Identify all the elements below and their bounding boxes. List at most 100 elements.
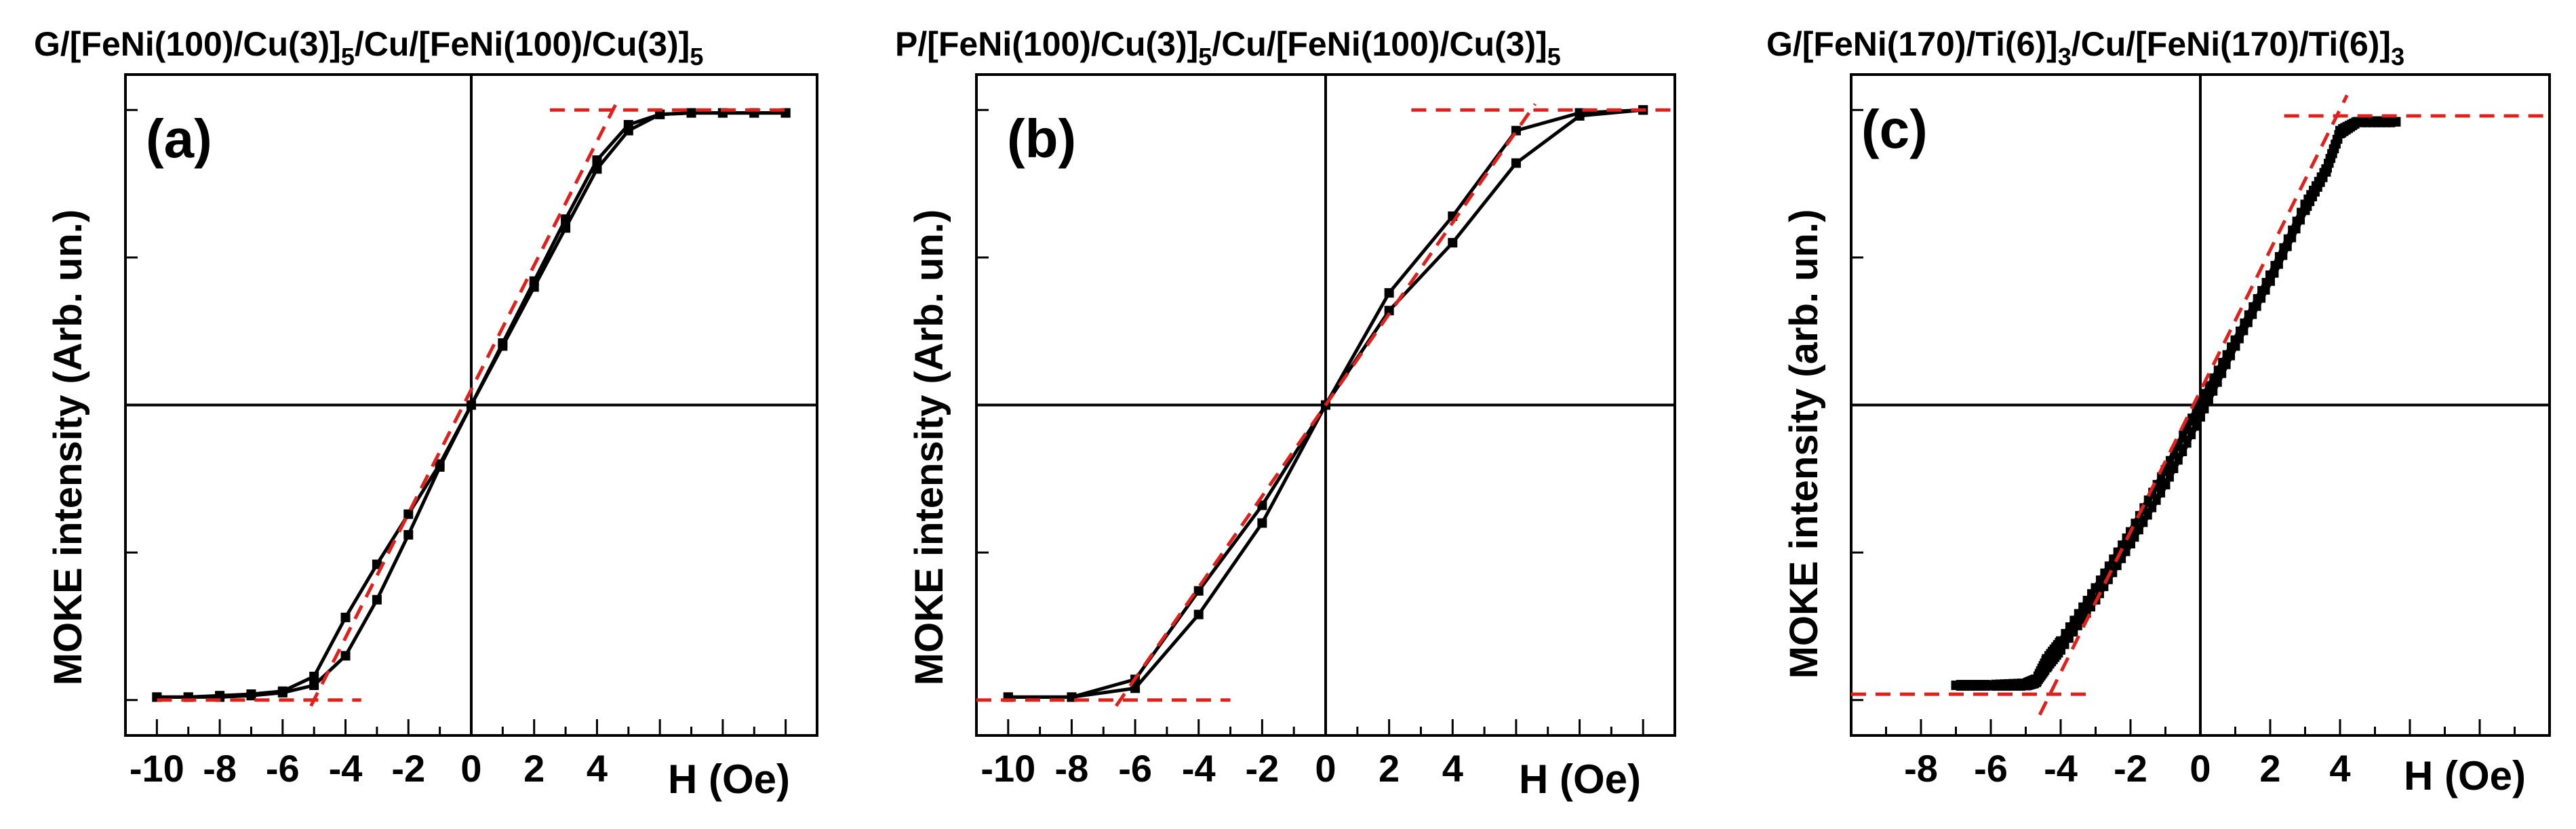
panel-c-x-tick-label: -6	[1974, 747, 2008, 790]
panel-a-series-0-point	[403, 509, 414, 519]
panel-a-series-1-point	[372, 594, 382, 605]
panel-c-series-1-point	[2157, 486, 2166, 498]
panel-b-fit-line-2	[1114, 103, 1537, 707]
panel-c-series-0-line	[1956, 119, 2396, 689]
panel-a-x-tick-label: -2	[391, 747, 425, 790]
panel-b-title-sub2: 5	[1547, 43, 1561, 70]
panel-c-series-1-point	[2174, 453, 2183, 465]
panel-c-series-1-point	[2218, 367, 2227, 378]
panel-a-series-1-point	[655, 109, 665, 119]
panel-a-series-1-point	[623, 119, 633, 129]
panel-a-series-1-point	[529, 276, 539, 286]
panel-a-x-tick-label: -8	[203, 747, 237, 790]
panel-a-series-1-point	[435, 462, 445, 472]
panel-c-x-tick-label: -4	[2044, 747, 2078, 790]
panel-b-series-0-point	[1257, 500, 1267, 510]
panel-b-series-1-point	[1511, 158, 1521, 168]
panel-a-title-main: G/[FeNi(100)/Cu(3)]	[34, 25, 341, 63]
panel-c-series-1-point	[2387, 116, 2396, 127]
panel-b-x-tick-label: -4	[1182, 747, 1216, 790]
panel-a-letter: (a)	[146, 108, 212, 169]
panel-a-fit-line-2	[309, 103, 618, 707]
panel-a-series-1-point	[498, 338, 508, 348]
panel-c-series-1-point	[2200, 402, 2209, 413]
panel-c-x-tick-label: -8	[1904, 747, 1938, 790]
panel-c-xlabel: H (Oe)	[2404, 753, 2526, 798]
panel-a-series-1-point	[277, 687, 288, 697]
panel-c-series-1-point	[2283, 240, 2292, 251]
panel-c-x-tick-label: -2	[2114, 747, 2147, 790]
panel-a-series-1-point	[592, 155, 602, 165]
panel-a-x-tick-label: 0	[460, 747, 481, 790]
panel-b-title-sub1: 5	[1198, 43, 1212, 70]
panel-a-series-0-point	[309, 671, 319, 681]
panel-a-series-1-point	[246, 691, 256, 701]
panel-c-series-1-point	[2196, 411, 2205, 422]
panel-b-x-tick-label: -10	[980, 747, 1035, 790]
panel-c-series-1-point	[2209, 384, 2218, 396]
panel-b-series-0-point	[1193, 586, 1204, 596]
panel-b-series-1-point	[1257, 518, 1267, 528]
panel-c-series-1-point	[2204, 393, 2213, 405]
panel-b-series-1-point	[1384, 306, 1394, 316]
plot-layer: -10 -8 -6 -4 -2 0 2 4 -10 -8 -6 -4 -2 0 2 4 -8 -6 -4 -2 0 2 4	[124, 73, 2551, 790]
panel-c-series-1-point	[2351, 117, 2360, 129]
panel-c-series-1-point	[2055, 647, 2063, 658]
panel-b-title-main: P/[FeNi(100)/Cu(3)]	[895, 25, 1198, 63]
panel-c-x-tick-label: 0	[2189, 747, 2211, 790]
panel-b-x-tick-label: -2	[1245, 747, 1279, 790]
panel-a-series-0-point	[372, 559, 382, 569]
panel-b-series-1-point	[1130, 683, 1141, 693]
panel-b-xlabel: H (Oe)	[1519, 756, 1641, 802]
panel-a-series-1-point	[467, 400, 476, 410]
panel-b-letter: (b)	[1007, 108, 1076, 169]
panel-c-fit-line-2	[2038, 94, 2349, 716]
panel-c-series-1-point	[2187, 428, 2196, 439]
panel-a-x-tick-label: 2	[523, 747, 544, 790]
panel-a-x-tick-label: -4	[329, 747, 363, 790]
panel-b-x-tick-label: 2	[1379, 747, 1400, 790]
panel-c-series-1-line	[1956, 119, 2396, 689]
panel-c-series-1-point	[2192, 420, 2200, 431]
panel-a-series-1-point	[340, 651, 351, 661]
panel-a-title: G/[FeNi(100)/Cu(3)] 5/Cu/[FeNi(100)/Cu(3)…	[34, 25, 703, 70]
panel-b-ylabel: MOKE intensity (Arb. un.)	[907, 209, 951, 685]
panel-b-series-1-point	[1448, 238, 1458, 248]
panel-c-series-1-point	[1982, 680, 1991, 691]
panel-b-x-tick-label: -6	[1118, 747, 1152, 790]
panel-c-x-tick-label: 4	[2329, 747, 2350, 790]
panel-c-series-1-point	[2179, 445, 2187, 456]
panel-a-title-mid: /Cu/[FeNi(100)/Cu(3)]	[355, 25, 690, 63]
panel-c-x-tick-label: 2	[2259, 747, 2280, 790]
panel-c-series-1-point	[2279, 249, 2288, 260]
panel-b-series-1-point	[1193, 609, 1204, 620]
panel-b-x-tick-label: -8	[1055, 747, 1089, 790]
panel-a-series-0-point	[340, 612, 351, 622]
panel-c-ylabel: MOKE intensity (arb. un.)	[1782, 209, 1826, 679]
panel-b-title: P/[FeNi(100)/Cu(3)]5/Cu/[FeNi(100)/Cu(3)…	[895, 25, 1561, 70]
panel-b-series-1-point	[1574, 110, 1585, 121]
panel-a-series-1-point	[686, 108, 696, 118]
panel-c-series-1-point	[2230, 341, 2240, 351]
panel-a-series-1-point	[561, 214, 571, 224]
panel-c-title-sub2: 3	[2391, 43, 2404, 70]
panel-c-series-1-point	[2292, 222, 2301, 234]
panel-c-series-1-point	[2274, 258, 2283, 269]
panel-b-title-mid: /Cu/[FeNi(100)/Cu(3)]	[1212, 25, 1547, 63]
panel-a-x-tick-label: 4	[587, 747, 608, 790]
panel-a-series-1-point	[309, 681, 319, 691]
panel-c-series-1-point	[2165, 470, 2174, 482]
panel-b-series-1-point	[1067, 692, 1077, 702]
panel-c-series-1-point	[2170, 462, 2179, 473]
panel-a-series-1-point	[403, 530, 414, 540]
panel-c-series-1-point	[2122, 545, 2131, 557]
panel-c-title: G/[FeNi(170)/Ti(6)]3/Cu/[FeNi(170)/Ti(6)…	[1766, 25, 2404, 70]
panel-c-series-1-point	[2265, 276, 2275, 286]
panel-a-x-tick-label: -10	[130, 747, 184, 790]
panel-c-letter: (c)	[1861, 99, 1928, 159]
panel-c-series-1-point	[2297, 214, 2305, 225]
panel-a-x-tick-label: -6	[266, 747, 300, 790]
panel-c-title-main: G/[FeNi(170)/Ti(6)]	[1766, 25, 2058, 63]
panel-a-title-sub2: 5	[690, 43, 703, 70]
